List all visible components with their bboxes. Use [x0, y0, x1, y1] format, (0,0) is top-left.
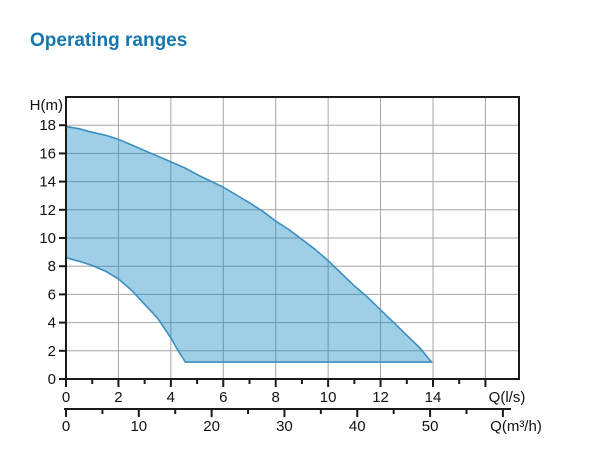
y-tick-label: 10 — [39, 230, 56, 247]
y-tick-label: 14 — [39, 174, 56, 191]
x1-tick-label: 10 — [320, 389, 337, 406]
x1-axis-title: Q(l/s) — [489, 389, 526, 406]
x1-tick-label: 6 — [219, 389, 227, 406]
y-tick-label: 6 — [48, 286, 56, 303]
x2-tick-label: 0 — [62, 418, 70, 435]
y-tick-label: 4 — [48, 315, 56, 332]
y-tick-label: 18 — [39, 117, 56, 134]
x1-tick-label: 14 — [425, 389, 442, 406]
x2-tick-label: 20 — [203, 418, 220, 435]
y-tick-label: 8 — [48, 258, 56, 275]
x1-tick-label: 0 — [62, 389, 70, 406]
x1-tick-label: 12 — [372, 389, 389, 406]
y-tick-label: 16 — [39, 145, 56, 162]
x2-tick-label: 10 — [130, 418, 147, 435]
x2-tick-label: 30 — [276, 418, 293, 435]
x2-axis-title: Q(m³/h) — [490, 418, 542, 435]
y-tick-label: 0 — [48, 371, 56, 388]
x2-tick-label: 50 — [422, 418, 439, 435]
page-title: Operating ranges — [30, 30, 188, 51]
y-tick-label: 2 — [48, 343, 56, 360]
y-axis-title: H(m) — [30, 97, 63, 114]
operating-range-area — [65, 125, 433, 363]
x1-tick-label: 2 — [114, 389, 122, 406]
x1-tick-label: 8 — [272, 389, 280, 406]
x2-tick-label: 40 — [349, 418, 366, 435]
x1-tick-label: 4 — [167, 389, 175, 406]
y-tick-label: 12 — [39, 202, 56, 219]
